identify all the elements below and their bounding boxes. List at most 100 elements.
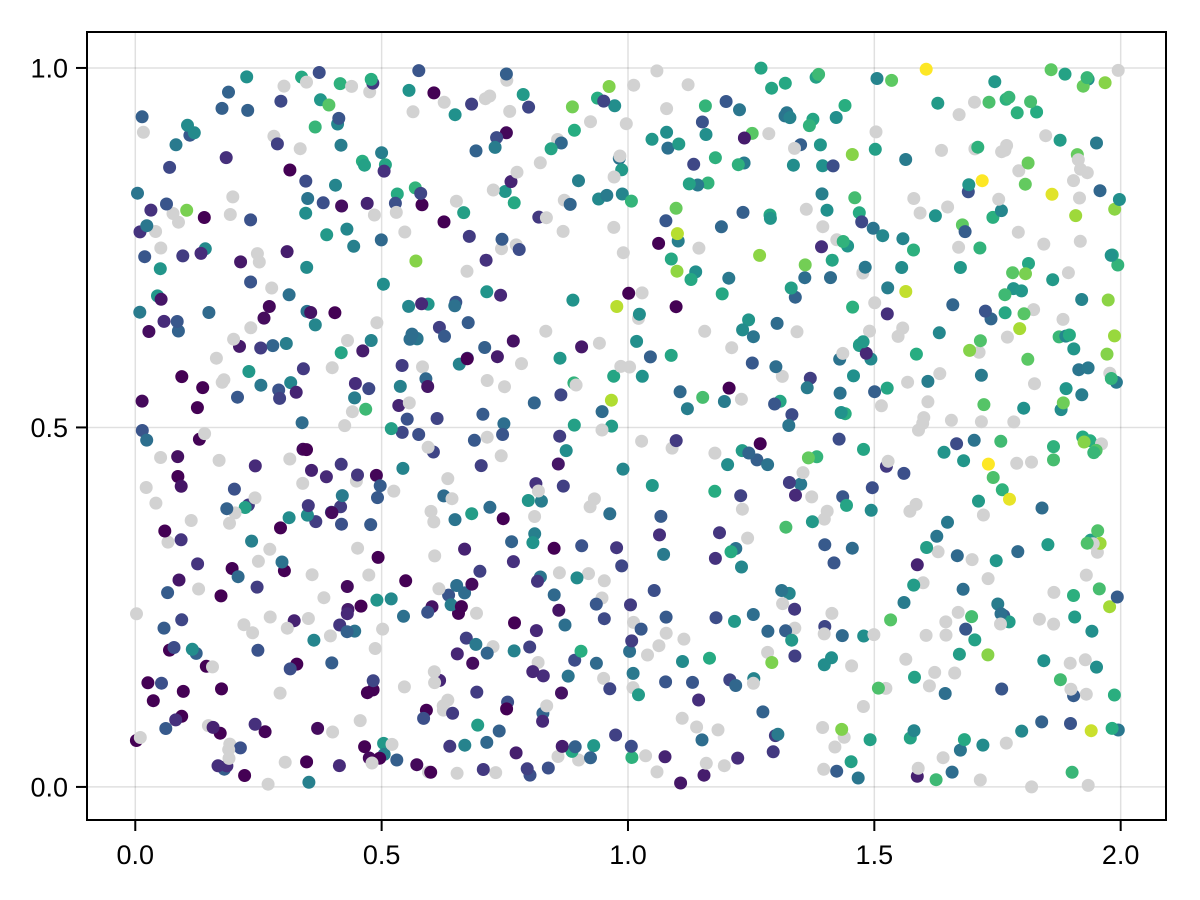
data-point xyxy=(664,252,678,266)
data-point xyxy=(737,131,751,145)
data-point xyxy=(645,132,659,146)
data-point xyxy=(660,102,674,116)
data-point xyxy=(931,545,945,559)
data-point xyxy=(478,341,492,354)
data-point xyxy=(171,324,185,338)
data-point xyxy=(393,379,407,393)
data-point xyxy=(1059,382,1073,396)
data-point xyxy=(510,165,524,179)
data-point xyxy=(319,470,333,484)
data-point xyxy=(1018,177,1032,191)
data-point xyxy=(531,484,545,498)
data-point xyxy=(354,599,368,613)
data-point xyxy=(398,225,412,239)
data-point xyxy=(191,557,205,571)
data-point xyxy=(340,625,354,639)
data-point xyxy=(731,158,745,172)
data-point xyxy=(462,229,476,243)
data-point xyxy=(630,334,644,348)
data-point xyxy=(175,613,189,627)
data-point xyxy=(516,88,530,101)
data-point xyxy=(175,370,189,384)
data-point xyxy=(1067,589,1080,602)
data-point xyxy=(746,676,760,690)
data-point xyxy=(296,476,310,490)
data-point xyxy=(725,341,739,355)
data-point xyxy=(176,684,190,698)
data-point xyxy=(1037,654,1051,668)
data-point xyxy=(844,755,858,769)
data-point xyxy=(932,326,946,340)
data-point xyxy=(998,306,1012,320)
data-point xyxy=(696,390,710,404)
data-point xyxy=(1030,105,1044,119)
data-point xyxy=(1062,328,1076,342)
data-point xyxy=(505,535,519,549)
data-point xyxy=(364,72,378,86)
data-point xyxy=(938,687,952,700)
data-point xyxy=(1075,388,1089,402)
data-point xyxy=(311,721,325,735)
data-point xyxy=(231,390,244,404)
data-point xyxy=(341,334,354,347)
data-point xyxy=(332,111,346,125)
data-point xyxy=(282,511,296,525)
data-point xyxy=(1085,624,1099,638)
data-point xyxy=(496,428,510,441)
data-point xyxy=(135,110,149,124)
data-point xyxy=(650,64,664,78)
data-point xyxy=(241,103,255,117)
data-point xyxy=(825,606,839,620)
data-point xyxy=(1047,453,1060,467)
data-point xyxy=(775,369,789,383)
data-point xyxy=(815,240,828,254)
data-point xyxy=(858,260,872,274)
data-point xyxy=(609,728,623,742)
data-point xyxy=(881,281,895,295)
data-point xyxy=(899,652,913,666)
data-point xyxy=(965,553,979,567)
data-point xyxy=(498,380,511,394)
data-point xyxy=(552,603,566,617)
data-point xyxy=(263,610,277,624)
data-point xyxy=(428,549,442,563)
data-point xyxy=(302,775,316,789)
data-point xyxy=(857,442,870,456)
data-point xyxy=(254,378,268,392)
data-point xyxy=(406,105,420,119)
data-point xyxy=(280,621,294,635)
data-point xyxy=(348,377,362,390)
data-point xyxy=(976,508,990,522)
data-point xyxy=(891,329,905,343)
data-point xyxy=(1019,267,1032,281)
data-point xyxy=(257,311,271,325)
data-point xyxy=(471,718,485,732)
data-point xyxy=(553,429,567,443)
data-point xyxy=(353,714,367,728)
data-point xyxy=(1056,312,1070,326)
data-point xyxy=(653,528,666,542)
data-point xyxy=(410,758,424,772)
data-point xyxy=(958,225,972,239)
data-point xyxy=(692,241,706,255)
data-point xyxy=(1041,538,1055,552)
data-point xyxy=(765,656,779,669)
data-point xyxy=(160,197,173,211)
data-point xyxy=(194,246,208,260)
data-point xyxy=(139,481,153,494)
data-point xyxy=(490,350,504,364)
data-point xyxy=(981,648,995,662)
data-point xyxy=(929,773,943,787)
data-point xyxy=(717,759,731,773)
data-point xyxy=(400,412,414,426)
data-point xyxy=(597,94,611,108)
data-point xyxy=(414,186,428,200)
data-point xyxy=(874,399,888,413)
x-tick-label: 1.5 xyxy=(856,840,894,870)
data-point xyxy=(334,346,348,360)
data-point xyxy=(607,170,621,184)
data-point xyxy=(971,140,985,154)
data-point xyxy=(602,80,616,93)
data-point xyxy=(816,220,830,234)
data-point xyxy=(270,137,284,151)
